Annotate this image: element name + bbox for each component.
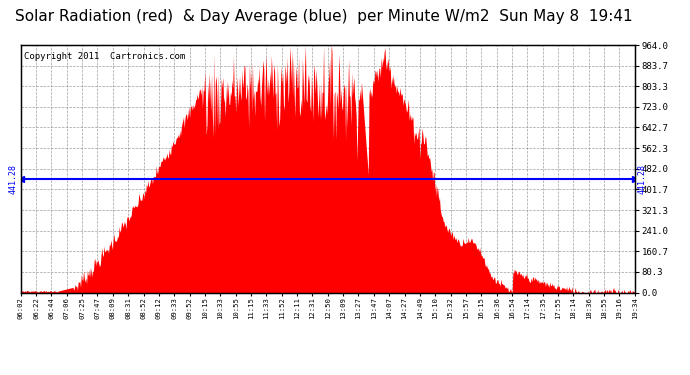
- Text: Solar Radiation (red)  & Day Average (blue)  per Minute W/m2  Sun May 8  19:41: Solar Radiation (red) & Day Average (blu…: [15, 9, 633, 24]
- Text: 441.28: 441.28: [638, 164, 647, 194]
- Text: 441.28: 441.28: [9, 164, 18, 194]
- Text: Copyright 2011  Cartronics.com: Copyright 2011 Cartronics.com: [23, 53, 185, 62]
